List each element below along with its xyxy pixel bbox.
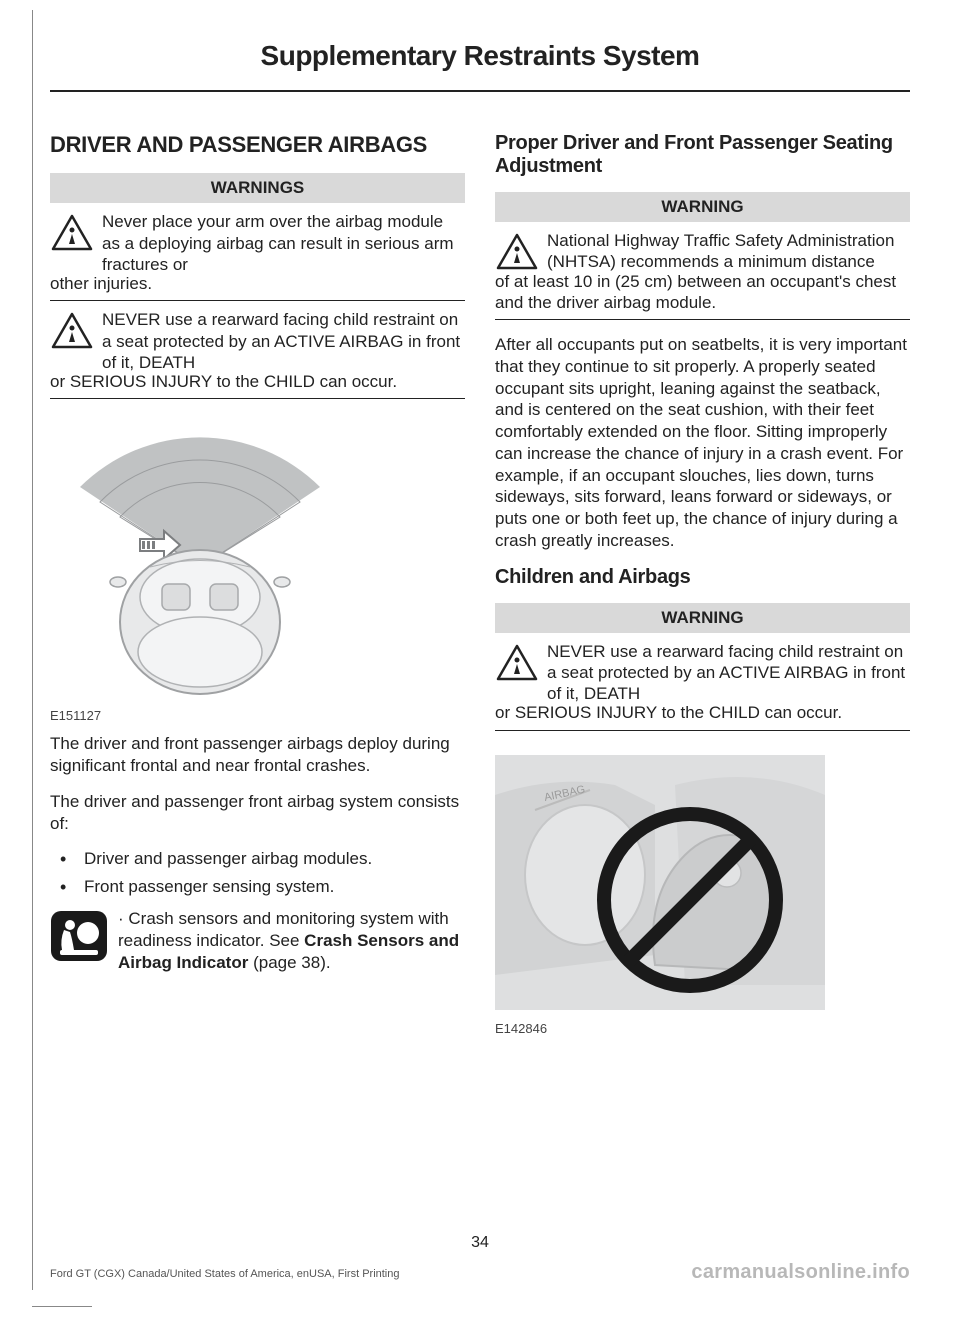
warning-2: NEVER use a rearward facing child restra… [50,309,465,373]
warning-nhtsa-text: National Highway Traffic Safety Administ… [547,230,910,273]
figure-2-id: E142846 [495,1021,910,1036]
warning-header-2: WARNING [495,603,910,633]
divider [50,398,465,399]
footer-publication-info: Ford GT (CGX) Canada/United States of Am… [50,1268,400,1280]
airbag-components-list: Driver and passenger airbag modules. Fro… [50,848,465,898]
page-title: Supplementary Restraints System [50,40,910,92]
warning-triangle-icon [50,213,94,253]
right-column: Proper Driver and Front Passenger Seatin… [495,132,910,1046]
divider [495,319,910,320]
para-consists: The driver and passenger front airbag sy… [50,791,465,835]
warning-header: WARNING [495,192,910,222]
content-columns: DRIVER AND PASSENGER AIRBAGS WARNINGS Ne… [50,132,910,1046]
warning-child-cont: or SERIOUS INJURY to the CHILD can occur… [495,702,910,723]
warning-nhtsa: National Highway Traffic Safety Administ… [495,230,910,273]
icon-para-tail: (page 38). [248,953,330,972]
warning-child-text: NEVER use a rearward facing child restra… [547,641,910,705]
figure-airbag-deployment: E151127 [50,427,465,723]
warning-1-text: Never place your arm over the airbag mod… [102,211,465,275]
warning-2-cont: or SERIOUS INJURY to the CHILD can occur… [50,371,465,392]
figure-1-id: E151127 [50,708,465,723]
list-item: Driver and passenger airbag modules. [50,848,465,870]
no-rearward-child-seat-diagram: AIRBAG [495,755,825,1010]
warning-triangle-icon [495,232,539,272]
page-number: 34 [50,1234,910,1252]
warning-2-text: NEVER use a rearward facing child restra… [102,309,465,373]
warning-1-cont: other injuries. [50,273,465,294]
divider [495,730,910,731]
warning-nhtsa-cont: of at least 10 in (25 cm) between an occ… [495,271,910,314]
warning-1: Never place your arm over the airbag mod… [50,211,465,275]
driver-passenger-airbags-heading: DRIVER AND PASSENGER AIRBAGS [50,132,465,157]
warning-triangle-icon [495,643,539,683]
left-column: DRIVER AND PASSENGER AIRBAGS WARNINGS Ne… [50,132,465,1046]
warning-child-restraint: NEVER use a rearward facing child restra… [495,641,910,705]
crash-sensors-text: · Crash sensors and monitoring system wi… [118,908,465,973]
airbag-indicator-icon [50,910,108,962]
para-deploy: The driver and front passenger airbags d… [50,733,465,777]
divider [50,300,465,301]
list-item: Front passenger sensing system. [50,876,465,898]
warnings-header: WARNINGS [50,173,465,203]
manual-page: Supplementary Restraints System DRIVER A… [50,40,910,1290]
airbag-deployment-diagram [50,427,350,697]
seating-adjustment-heading: Proper Driver and Front Passenger Seatin… [495,132,910,178]
seating-paragraph: After all occupants put on seatbelts, it… [495,334,910,552]
footer-watermark: carmanualsonline.info [691,1261,910,1284]
children-airbags-heading: Children and Airbags [495,566,910,589]
figure-no-child-seat: AIRBAG E142846 [495,755,910,1036]
crash-sensors-item: · Crash sensors and monitoring system wi… [50,908,465,973]
warning-triangle-icon [50,311,94,351]
